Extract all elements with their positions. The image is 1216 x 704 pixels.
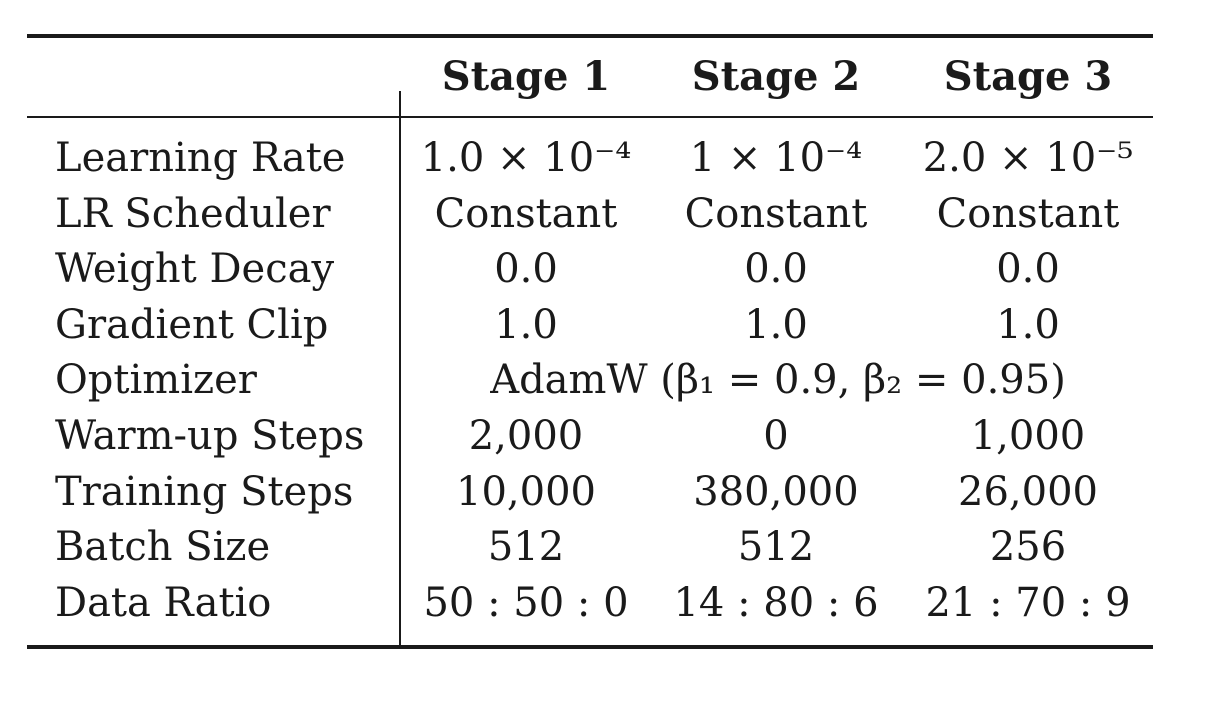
row-training-steps: Training Steps 10,000 380,000 26,000 <box>0 465 1216 521</box>
top-rule <box>27 34 1153 38</box>
cell-stage-1: 1.0 <box>494 301 558 348</box>
cell-stage-3: 26,000 <box>958 468 1098 515</box>
row-lr-scheduler: LR Scheduler Constant Constant Constant <box>0 187 1216 243</box>
cell-stage-3: 1.0 <box>996 301 1060 348</box>
table-body: Learning Rate 1.0 × 10⁻⁴ 1 × 10⁻⁴ 2.0 × … <box>0 131 1216 631</box>
cell-stage-3: 256 <box>989 524 1067 571</box>
cell-stage-1: 50 : 50 : 0 <box>423 579 629 626</box>
header-stage-3: Stage 3 <box>943 53 1113 100</box>
row-batch-size: Batch Size 512 512 256 <box>0 520 1216 576</box>
cell-stage-2: 380,000 <box>693 468 859 515</box>
cell-all-stages: AdamW (β₁ = 0.9, β₂ = 0.95) <box>490 357 1066 404</box>
row-weight-decay: Weight Decay 0.0 0.0 0.0 <box>0 242 1216 298</box>
row-label: Data Ratio <box>55 579 272 626</box>
row-data-ratio: Data Ratio 50 : 50 : 0 14 : 80 : 6 21 : … <box>0 576 1216 632</box>
bottom-rule <box>27 645 1153 649</box>
row-learning-rate: Learning Rate 1.0 × 10⁻⁴ 1 × 10⁻⁴ 2.0 × … <box>0 131 1216 187</box>
row-optimizer: Optimizer AdamW (β₁ = 0.9, β₂ = 0.95) <box>0 353 1216 409</box>
header-stage-2: Stage 2 <box>691 53 861 100</box>
cell-stage-1: 10,000 <box>456 468 596 515</box>
cell-stage-2: 0 <box>763 412 789 459</box>
cell-stage-3: 1,000 <box>970 412 1086 459</box>
cell-stage-1: 512 <box>487 524 565 571</box>
header-stage-1: Stage 1 <box>441 53 611 100</box>
cell-stage-3: Constant <box>936 190 1120 237</box>
cell-stage-1: 1.0 × 10⁻⁴ <box>420 135 632 181</box>
row-label: Optimizer <box>55 357 257 404</box>
cell-stage-3: 0.0 <box>996 246 1060 293</box>
row-label: Training Steps <box>55 468 354 515</box>
cell-stage-1: 0.0 <box>494 246 558 293</box>
row-gradient-clip: Gradient Clip 1.0 1.0 1.0 <box>0 298 1216 354</box>
cell-stage-2: 1.0 <box>744 301 808 348</box>
row-label: Learning Rate <box>55 135 346 181</box>
cell-stage-1: Constant <box>434 190 618 237</box>
row-label: Warm-up Steps <box>55 412 365 459</box>
cell-stage-1: 2,000 <box>468 412 584 459</box>
row-label: Batch Size <box>55 524 271 571</box>
row-label: Weight Decay <box>55 246 335 293</box>
cell-stage-2: Constant <box>684 190 868 237</box>
cell-stage-2: 0.0 <box>744 246 808 293</box>
header-rule <box>27 116 1153 118</box>
cell-stage-3: 2.0 × 10⁻⁵ <box>922 135 1134 181</box>
cell-stage-2: 14 : 80 : 6 <box>673 579 879 626</box>
row-label: Gradient Clip <box>55 301 329 348</box>
row-label: LR Scheduler <box>55 190 331 237</box>
cell-stage-2: 512 <box>737 524 815 571</box>
cell-stage-2: 1 × 10⁻⁴ <box>689 135 863 181</box>
cell-stage-3: 21 : 70 : 9 <box>925 579 1131 626</box>
column-divider <box>399 91 401 648</box>
row-warm-up-steps: Warm-up Steps 2,000 0 1,000 <box>0 409 1216 465</box>
